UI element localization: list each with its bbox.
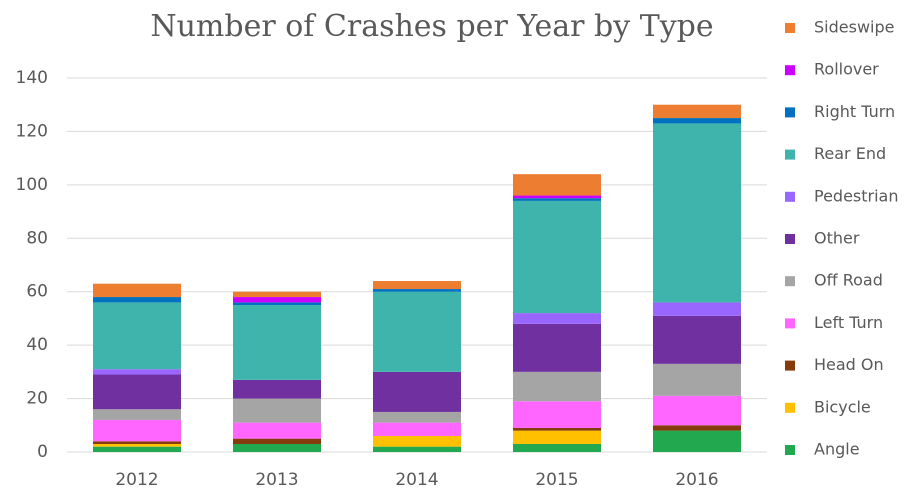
bar-segment bbox=[513, 443, 601, 452]
legend-swatch bbox=[785, 65, 795, 76]
bar-segment bbox=[513, 430, 601, 444]
bar-segment bbox=[233, 443, 321, 452]
legend-label: Pedestrian bbox=[814, 186, 899, 205]
y-tick-label: 0 bbox=[37, 442, 48, 462]
y-tick-label: 40 bbox=[26, 335, 48, 355]
bar-segment bbox=[373, 422, 461, 436]
x-tick-label: 2014 bbox=[395, 470, 438, 490]
legend-swatch bbox=[785, 149, 795, 160]
legend-swatch bbox=[785, 23, 795, 33]
bar-segment bbox=[373, 411, 461, 423]
legend-label: Other bbox=[814, 229, 860, 248]
bar-segment bbox=[653, 118, 741, 124]
bar-segment bbox=[93, 441, 181, 444]
bar-segment bbox=[233, 379, 321, 399]
bar-segment bbox=[93, 419, 181, 442]
legend-label: Head On bbox=[814, 355, 884, 374]
bar-segment bbox=[93, 302, 181, 370]
bar-segment bbox=[93, 369, 181, 375]
legend-label: Bicycle bbox=[814, 397, 871, 416]
bar-segment bbox=[233, 305, 321, 380]
bar-segment bbox=[233, 302, 321, 306]
y-tick-label: 120 bbox=[16, 121, 48, 141]
bar-segment bbox=[513, 195, 601, 199]
y-tick-label: 20 bbox=[26, 389, 48, 409]
bar-segment bbox=[373, 446, 461, 452]
legend-swatch bbox=[785, 360, 795, 371]
legend-swatch bbox=[785, 402, 795, 413]
bar-segment bbox=[653, 363, 741, 396]
legend-swatch bbox=[785, 276, 795, 287]
bar-segment bbox=[93, 409, 181, 420]
x-tick-label: 2015 bbox=[535, 470, 578, 490]
bar-segment bbox=[653, 395, 741, 426]
y-tick-label: 140 bbox=[16, 68, 48, 88]
bar-segment bbox=[373, 291, 461, 372]
legend-label: Left Turn bbox=[814, 313, 883, 332]
legend-swatch bbox=[785, 191, 795, 202]
bar-segment bbox=[233, 398, 321, 423]
bar-segment bbox=[233, 291, 321, 298]
bar-segment bbox=[513, 313, 601, 324]
x-tick-label: 2012 bbox=[115, 470, 158, 490]
legend-swatch bbox=[785, 445, 795, 455]
y-tick-label: 100 bbox=[16, 175, 48, 195]
bar-segment bbox=[653, 430, 741, 452]
bar-segment bbox=[653, 302, 741, 316]
bar-segment bbox=[93, 443, 181, 447]
legend-label: Sideswipe bbox=[814, 18, 894, 37]
bar-segment bbox=[513, 401, 601, 428]
legend-label: Angle bbox=[814, 440, 860, 459]
bar-segment bbox=[653, 104, 741, 119]
bar-segment bbox=[373, 435, 461, 447]
bar-segment bbox=[513, 427, 601, 431]
bar-segment bbox=[653, 123, 741, 303]
bar-segment bbox=[513, 200, 601, 314]
legend-label: Rear End bbox=[814, 144, 886, 163]
x-tick-label: 2016 bbox=[675, 470, 718, 490]
bar-segment bbox=[93, 374, 181, 410]
y-tick-label: 80 bbox=[26, 228, 48, 248]
legend-label: Rollover bbox=[814, 60, 879, 79]
bar-segment bbox=[93, 283, 181, 298]
legend-label: Off Road bbox=[814, 271, 883, 290]
legend-swatch bbox=[785, 234, 795, 244]
legend-swatch bbox=[785, 107, 795, 118]
legend-label: Right Turn bbox=[814, 102, 895, 121]
chart-title: Number of Crashes per Year by Type bbox=[150, 9, 713, 44]
bar-segment bbox=[513, 323, 601, 372]
bar-segment bbox=[373, 281, 461, 290]
legend-swatch bbox=[785, 318, 795, 329]
bar-segment bbox=[373, 289, 461, 292]
bar-segment bbox=[513, 174, 601, 196]
bar-segment bbox=[233, 297, 321, 303]
bar-segment bbox=[373, 371, 461, 412]
bar-segment bbox=[233, 422, 321, 439]
bar-segment bbox=[93, 297, 181, 303]
bar-segment bbox=[233, 438, 321, 444]
bar-segment bbox=[653, 425, 741, 431]
bar-segment bbox=[653, 315, 741, 364]
bar-segment bbox=[93, 446, 181, 452]
y-tick-label: 60 bbox=[26, 282, 48, 302]
bar-segment bbox=[513, 371, 601, 402]
bar-segment bbox=[513, 198, 601, 201]
x-tick-label: 2013 bbox=[255, 470, 298, 490]
